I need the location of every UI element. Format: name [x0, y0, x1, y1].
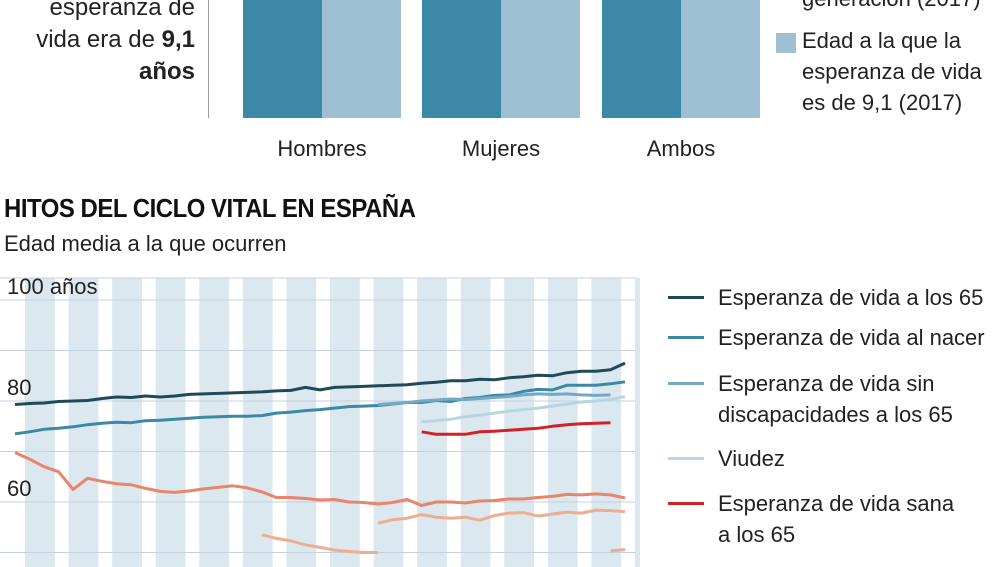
background-band [373, 278, 404, 567]
top-legend-line2: esperanza de vida [802, 59, 982, 84]
top-legend-line1: Edad a la que la [802, 28, 962, 53]
legend-swatch [668, 457, 704, 460]
top-note-line1: esperanza de [49, 0, 195, 21]
bar-ambos-dark [602, 0, 681, 118]
legend-label-line1: Viudez [718, 446, 785, 471]
top-note-line2-wrap: vida era de 9,1 [0, 24, 195, 56]
top-legend-line3: es de 9,1 (2017) [802, 90, 963, 115]
y-tick-label: 100 años [7, 274, 98, 299]
legend-swatch [668, 296, 704, 299]
y-tick-label: 80 [7, 375, 31, 400]
top-note-line3: años [138, 58, 195, 85]
top-legend-swatch-light [776, 33, 796, 53]
top-note-value: 9,1 [161, 26, 195, 53]
background-band [330, 278, 360, 567]
series-line-5 [14, 451, 626, 507]
legend-label-line1: Esperanza de vida al nacer [718, 325, 985, 350]
background-bands [25, 278, 640, 567]
legend-swatch [668, 336, 704, 339]
top-note-line2: vida era de [36, 26, 155, 53]
series-lines [14, 361, 626, 554]
legend-label-line1: Esperanza de vida sana [718, 491, 955, 516]
legend-swatch [668, 502, 704, 505]
y-tick-labels: 100 años 80 60 [7, 274, 98, 501]
life-milestones-chart: 100 años 80 60 [0, 274, 640, 567]
y-tick-label: 60 [7, 476, 31, 501]
legend-label: Esperanza de vida sana a los 65 [718, 488, 1008, 550]
series-line-0 [14, 361, 626, 406]
legend-label: Esperanza de vida sin discapacidades a lo… [718, 368, 1008, 430]
background-band [68, 278, 99, 567]
section-title: HITOS DEL CICLO VITAL EN ESPAÑA [4, 193, 416, 223]
grid-lines [0, 277, 636, 553]
series-line-6 [377, 508, 626, 525]
category-label-mujeres: Mujeres [461, 136, 541, 161]
background-band [504, 278, 535, 567]
top-note: esperanza de vida era de 9,1 años [0, 0, 195, 88]
background-band [417, 278, 447, 567]
category-label-hombres: Hombres [277, 136, 367, 161]
top-divider [208, 0, 209, 118]
top-legend-item: Edad a la que la esperanza de vida es de… [802, 25, 982, 118]
background-band [547, 278, 578, 567]
legend-label-line1: Esperanza de vida sin [718, 371, 935, 396]
legend-label-line1: Esperanza de vida a los 65 [718, 285, 984, 310]
bar-ambos-light [681, 0, 760, 118]
series-line-2 [377, 392, 611, 406]
bar-hombres-light [322, 0, 401, 118]
series-line-3 [421, 395, 626, 424]
section-subtitle: Edad media a la que ocurren [4, 231, 287, 256]
legend-label: Esperanza de vida a los 65 [718, 282, 1008, 313]
background-band [460, 278, 491, 567]
series-line-7 [261, 533, 626, 554]
legend-label-line2: discapacidades a los 65 [718, 402, 953, 427]
bar-mujeres-dark [422, 0, 501, 118]
background-band [199, 278, 230, 567]
legend-label: Viudez [718, 443, 1008, 474]
background-band [242, 278, 273, 567]
legend-swatch [668, 382, 704, 385]
bar-hombres-dark [243, 0, 322, 118]
bar-mujeres-light [501, 0, 580, 118]
top-legend-cut: generación (2017) [802, 0, 981, 14]
background-band [635, 278, 640, 567]
background-band [286, 278, 317, 567]
legend-label-line2: a los 65 [718, 522, 796, 547]
category-label-ambos: Ambos [646, 136, 716, 161]
background-band [25, 278, 55, 567]
series-line-1 [14, 380, 626, 436]
series-line-4 [421, 421, 611, 436]
background-band [155, 278, 186, 567]
legend-label: Esperanza de vida al nacer [718, 322, 1008, 353]
